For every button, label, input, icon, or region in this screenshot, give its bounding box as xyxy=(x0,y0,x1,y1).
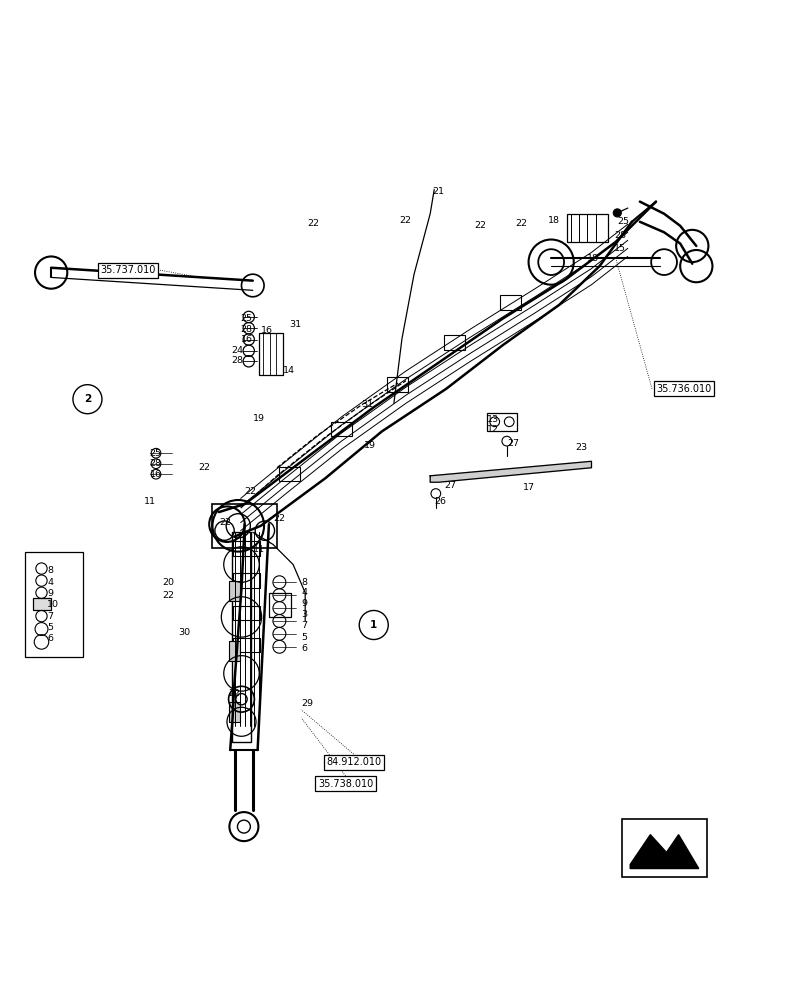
Text: 7: 7 xyxy=(301,621,307,630)
Text: 22: 22 xyxy=(514,219,526,228)
Text: 16: 16 xyxy=(260,326,272,335)
Text: 18: 18 xyxy=(547,216,560,225)
Text: 15: 15 xyxy=(613,244,625,253)
Text: 84.912.010: 84.912.010 xyxy=(326,757,380,767)
Text: 29: 29 xyxy=(301,699,313,708)
Text: 22: 22 xyxy=(219,518,230,527)
Text: 26: 26 xyxy=(434,497,446,506)
Bar xyxy=(25,552,84,657)
Text: 22: 22 xyxy=(399,216,411,225)
Text: 4: 4 xyxy=(47,578,53,587)
Text: 5: 5 xyxy=(47,623,53,632)
Text: 20: 20 xyxy=(162,578,174,587)
Circle shape xyxy=(73,385,102,414)
Text: 10: 10 xyxy=(47,600,59,609)
Text: 35.736.010: 35.736.010 xyxy=(656,384,711,394)
Text: 22: 22 xyxy=(244,487,256,496)
Text: 25: 25 xyxy=(616,217,629,226)
Bar xyxy=(231,532,251,742)
Text: 9: 9 xyxy=(47,589,53,598)
Bar xyxy=(387,377,408,392)
Text: 8: 8 xyxy=(301,578,307,587)
Bar xyxy=(33,598,51,610)
Text: 5: 5 xyxy=(301,633,307,642)
Text: 31: 31 xyxy=(289,320,301,329)
Bar xyxy=(229,641,239,661)
Text: 23: 23 xyxy=(575,443,586,452)
Text: 6: 6 xyxy=(47,634,53,643)
Polygon shape xyxy=(629,835,698,869)
Bar xyxy=(268,593,291,617)
Text: 11: 11 xyxy=(144,497,156,506)
Text: 25: 25 xyxy=(149,449,161,458)
Bar xyxy=(232,573,260,588)
Text: 17: 17 xyxy=(522,483,534,492)
Text: 28: 28 xyxy=(240,325,252,334)
Text: 12: 12 xyxy=(486,425,498,434)
Text: 27: 27 xyxy=(506,439,518,448)
Text: 18: 18 xyxy=(586,254,598,263)
Bar xyxy=(500,295,521,310)
Text: 4: 4 xyxy=(301,588,307,597)
Bar xyxy=(621,819,706,877)
Text: 19: 19 xyxy=(252,414,264,423)
Text: 13: 13 xyxy=(486,415,498,424)
Circle shape xyxy=(358,610,388,640)
Text: 9: 9 xyxy=(301,599,307,608)
Text: 25: 25 xyxy=(240,314,252,323)
Text: 19: 19 xyxy=(363,441,375,450)
Bar xyxy=(567,214,607,242)
Text: 2: 2 xyxy=(84,394,91,404)
Text: 6: 6 xyxy=(301,644,307,653)
Text: 28: 28 xyxy=(613,231,625,240)
Text: 16: 16 xyxy=(240,335,252,344)
Text: 3: 3 xyxy=(301,610,307,619)
Text: 8: 8 xyxy=(47,566,53,575)
Text: 22: 22 xyxy=(272,514,285,523)
Text: 27: 27 xyxy=(444,481,456,490)
Text: 16: 16 xyxy=(149,470,161,479)
Text: 28: 28 xyxy=(230,356,242,365)
Text: 22: 22 xyxy=(474,221,486,230)
Polygon shape xyxy=(430,461,590,482)
Text: 22: 22 xyxy=(162,591,174,600)
Bar xyxy=(212,504,277,548)
Text: 22: 22 xyxy=(198,463,210,472)
Bar xyxy=(232,541,260,556)
Text: 35.738.010: 35.738.010 xyxy=(317,779,373,789)
Bar xyxy=(259,333,283,375)
Text: 1: 1 xyxy=(370,620,377,630)
Text: 14: 14 xyxy=(283,366,295,375)
Text: 30: 30 xyxy=(178,628,191,637)
Text: 11: 11 xyxy=(252,545,264,554)
Bar xyxy=(232,638,260,652)
Text: 22: 22 xyxy=(307,219,320,228)
Bar xyxy=(278,467,299,481)
Bar xyxy=(486,413,517,431)
Text: 35.737.010: 35.737.010 xyxy=(100,265,155,275)
Circle shape xyxy=(612,209,620,217)
Bar xyxy=(331,422,351,436)
Bar xyxy=(232,606,260,620)
Text: 21: 21 xyxy=(432,187,444,196)
Bar xyxy=(229,581,239,601)
Text: 28: 28 xyxy=(149,459,161,468)
Text: 31: 31 xyxy=(361,400,373,409)
Text: 7: 7 xyxy=(47,612,53,621)
Bar xyxy=(229,702,239,722)
Bar xyxy=(444,335,465,350)
Text: 22: 22 xyxy=(229,689,240,698)
Text: 24: 24 xyxy=(230,346,242,355)
